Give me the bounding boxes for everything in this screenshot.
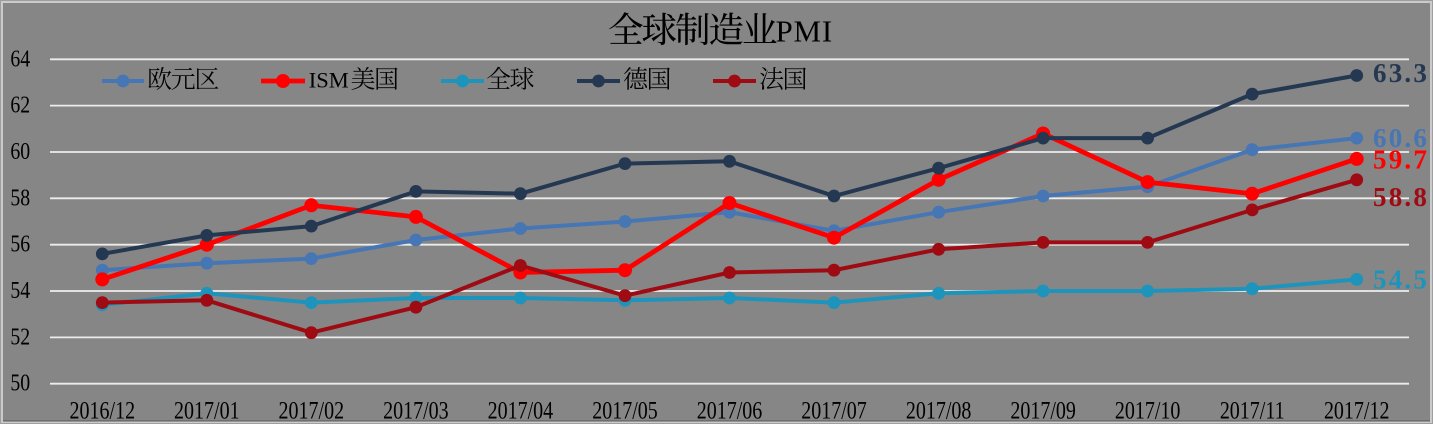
svg-text:62: 62 <box>10 91 30 118</box>
svg-text:59.7: 59.7 <box>1373 144 1429 174</box>
svg-text:60: 60 <box>10 137 30 164</box>
svg-text:64: 64 <box>10 44 30 71</box>
svg-text:2017/04: 2017/04 <box>488 396 554 424</box>
svg-text:2017/11: 2017/11 <box>1220 396 1285 424</box>
svg-text:PMI: PMI <box>776 13 834 48</box>
svg-text:ISM: ISM <box>309 67 349 92</box>
svg-text:2017/07: 2017/07 <box>801 396 867 424</box>
svg-text:2017/01: 2017/01 <box>174 396 240 424</box>
svg-text:58.8: 58.8 <box>1373 182 1429 212</box>
svg-text:63.3: 63.3 <box>1373 58 1429 88</box>
svg-text:2017/02: 2017/02 <box>279 396 345 424</box>
svg-text:54.5: 54.5 <box>1373 264 1429 294</box>
svg-text:54: 54 <box>10 276 30 303</box>
svg-text:2017/03: 2017/03 <box>383 396 449 424</box>
svg-text:58: 58 <box>10 183 30 210</box>
svg-text:2017/06: 2017/06 <box>697 396 763 424</box>
svg-text:2017/08: 2017/08 <box>906 396 972 424</box>
svg-text:50: 50 <box>10 369 30 396</box>
svg-text:2016/12: 2016/12 <box>70 396 136 424</box>
svg-text:2017/12: 2017/12 <box>1324 396 1390 424</box>
svg-text:2017/05: 2017/05 <box>592 396 658 424</box>
svg-text:52: 52 <box>10 323 30 350</box>
svg-text:56: 56 <box>10 230 30 257</box>
svg-text:2017/10: 2017/10 <box>1115 396 1181 424</box>
svg-text:60.6: 60.6 <box>1373 123 1429 153</box>
svg-text:2017/09: 2017/09 <box>1010 396 1076 424</box>
